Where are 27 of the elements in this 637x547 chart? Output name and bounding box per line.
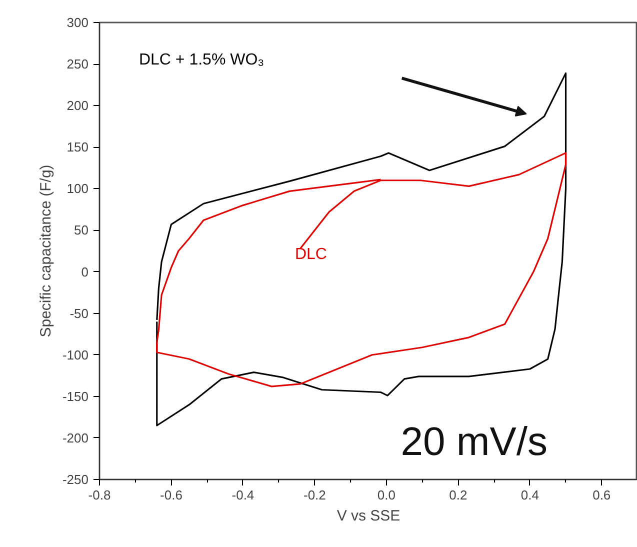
y-tick-label: -50 [70,306,89,321]
y-tick-label: -100 [62,347,89,362]
x-tick-label: -0.6 [160,488,182,502]
line-series [156,152,567,388]
x-tick-label: -0.4 [232,488,254,502]
x-tick-label: -0.8 [88,488,111,502]
series-label: DLC [294,246,327,263]
x-tick-label: 0.2 [449,488,468,502]
y-tick-label: -150 [62,388,89,404]
x-axis-title: V vs SSE [336,508,400,524]
x-tick-label: -0.2 [304,488,326,502]
y-tick-label: 150 [66,140,89,155]
text: DLC + 1.5% WO₃ [138,51,264,68]
y-tick-label: -250 [62,472,89,487]
x-tick-label: 0.4 [520,488,539,502]
x-tick-label: 0.6 [592,488,611,502]
y-tick-label: 250 [66,56,89,72]
y-tick-label: 0 [81,264,89,280]
annotation: 20 mV/s [400,420,548,464]
line-series [156,72,567,426]
x-tick-label: 0.0 [377,488,396,502]
y-tick-label: 200 [66,98,89,114]
y-tick-label: -200 [62,430,89,446]
y-tick-label: 50 [74,222,89,238]
y-axis-title: Specific capacitance (F/g) [37,164,54,338]
y-tick-label: 300 [66,15,89,30]
y-tick-label: 100 [66,181,89,196]
